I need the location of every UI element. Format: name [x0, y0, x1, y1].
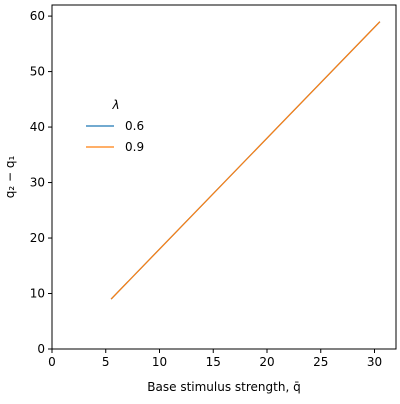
series-line-0.9 [110, 21, 381, 300]
y-axis-ticks: 0 10 20 30 40 50 60 [30, 9, 52, 356]
x-tick-label: 10 [152, 355, 167, 369]
legend-label-0.9: 0.9 [125, 140, 144, 154]
x-tick-label: 30 [367, 355, 382, 369]
x-axis-ticks: 0 5 10 15 20 25 30 [48, 349, 382, 369]
plot-frame [51, 4, 397, 350]
series-layer [110, 21, 381, 300]
y-tick-label: 0 [37, 342, 45, 356]
y-tick-label: 20 [30, 231, 45, 245]
x-tick-label: 0 [48, 355, 56, 369]
y-axis-label: q₂ − q₁ [3, 156, 17, 199]
legend-entries: 0.6 0.9 [86, 119, 144, 154]
x-tick-label: 20 [259, 355, 274, 369]
y-tick-label: 50 [30, 65, 45, 79]
y-tick-label: 30 [30, 176, 45, 190]
y-tick-label: 60 [30, 9, 45, 23]
legend-title: λ [111, 98, 119, 112]
legend: λ 0.6 0.9 [86, 98, 144, 154]
y-tick-label: 10 [30, 287, 45, 301]
x-tick-label: 5 [102, 355, 110, 369]
x-axis-label: Base stimulus strength, q̄ [147, 380, 300, 394]
x-tick-label: 25 [313, 355, 328, 369]
legend-label-0.6: 0.6 [125, 119, 144, 133]
y-tick-label: 40 [30, 120, 45, 134]
x-tick-label: 15 [206, 355, 221, 369]
